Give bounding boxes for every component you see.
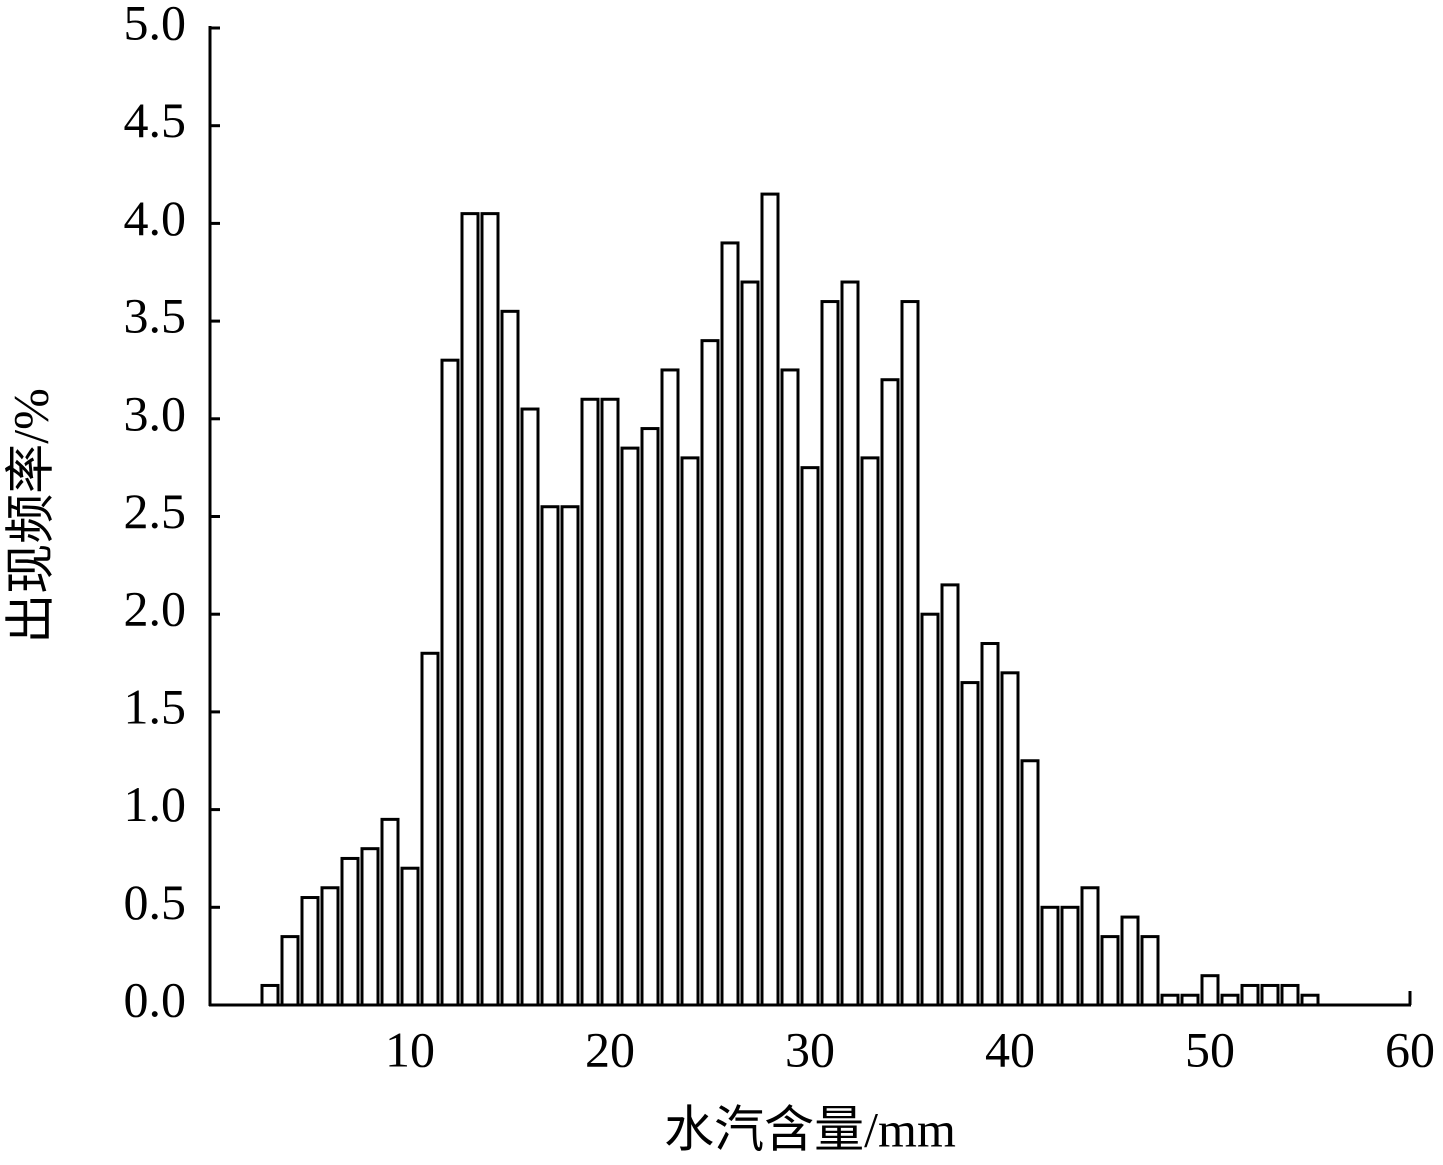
y-tick-label: 1.0	[124, 776, 187, 832]
bar	[300, 896, 320, 1007]
bar	[920, 612, 940, 1007]
y-tick-label: 3.5	[124, 288, 187, 344]
bar	[880, 378, 900, 1007]
x-tick-label: 60	[1385, 1021, 1435, 1077]
x-tick-label: 30	[785, 1021, 835, 1077]
bar	[1120, 915, 1140, 1007]
bar	[1020, 759, 1040, 1007]
bar	[340, 856, 360, 1007]
bar	[420, 651, 440, 1007]
bar	[700, 339, 720, 1007]
bar	[1100, 935, 1120, 1007]
bar	[1260, 983, 1280, 1007]
y-tick-label: 0.5	[124, 874, 187, 930]
y-tick-label: 2.5	[124, 483, 187, 539]
y-tick-label: 4.5	[124, 92, 187, 148]
bar	[1140, 935, 1160, 1007]
bar	[1180, 993, 1200, 1007]
y-tick-label: 0.0	[124, 971, 187, 1027]
bar	[840, 280, 860, 1007]
bar	[940, 583, 960, 1007]
y-tick-label: 3.0	[124, 385, 187, 441]
bar	[1060, 905, 1080, 1007]
bar	[1040, 905, 1060, 1007]
bar	[1160, 993, 1180, 1007]
bar	[600, 397, 620, 1007]
bar	[640, 427, 660, 1007]
bar	[280, 935, 300, 1007]
bar	[560, 505, 580, 1007]
bar	[320, 886, 340, 1007]
bar	[720, 241, 740, 1007]
bar	[440, 358, 460, 1007]
bar	[540, 505, 560, 1007]
bar	[520, 407, 540, 1007]
bar	[980, 642, 1000, 1007]
bar	[780, 368, 800, 1007]
bar	[960, 681, 980, 1007]
bar	[1280, 983, 1300, 1007]
bar	[460, 212, 480, 1007]
x-tick-label: 40	[985, 1021, 1035, 1077]
bar	[1300, 993, 1320, 1007]
bar	[360, 847, 380, 1007]
bar	[260, 983, 280, 1007]
bar	[1080, 886, 1100, 1007]
y-tick-label: 1.5	[124, 678, 187, 734]
bar	[800, 466, 820, 1007]
x-axis-label: 水汽含量/mm	[664, 1101, 956, 1157]
x-tick-label: 50	[1185, 1021, 1235, 1077]
bar	[1240, 983, 1260, 1007]
bar	[620, 446, 640, 1007]
bar	[660, 368, 680, 1007]
bar	[480, 212, 500, 1007]
bar	[380, 817, 400, 1007]
y-tick-label: 5.0	[124, 0, 187, 50]
bar	[580, 397, 600, 1007]
bar	[820, 300, 840, 1007]
bar	[860, 456, 880, 1007]
bar	[1220, 993, 1240, 1007]
x-tick-label: 20	[585, 1021, 635, 1077]
y-axis-label: 出现频率/%	[2, 388, 58, 644]
bar	[400, 866, 420, 1007]
bar	[900, 300, 920, 1007]
bar	[740, 280, 760, 1007]
y-tick-label: 4.0	[124, 190, 187, 246]
x-tick-label: 10	[385, 1021, 435, 1077]
bar	[680, 456, 700, 1007]
y-tick-label: 2.0	[124, 581, 187, 637]
bar	[1200, 974, 1220, 1007]
bar	[760, 192, 780, 1007]
bar	[500, 309, 520, 1007]
bar	[1000, 671, 1020, 1007]
